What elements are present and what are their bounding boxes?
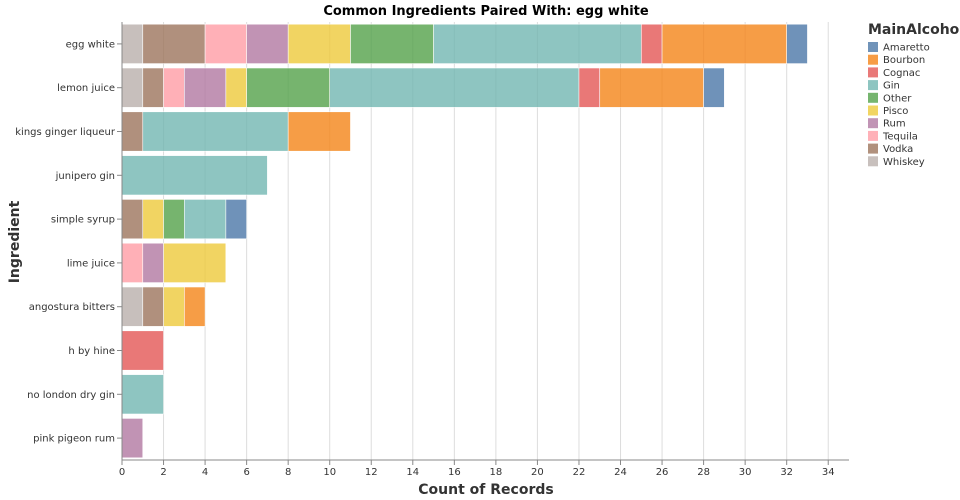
bar-segment-pisco [163,286,185,327]
legend-swatch-tequila [868,130,878,141]
y-tick-label: kings ginger liqueur [15,127,116,138]
bar-segment-vodka [142,67,164,108]
y-tick-label: junipero gin [55,171,115,182]
y-tick-label: lime juice [67,258,115,269]
y-tick-label: egg white [66,39,115,50]
bar-segment-pisco [163,242,227,283]
bar-segment-gin [329,67,580,108]
bar-segment-rum [121,418,144,459]
legend-swatch-pisco [868,105,878,116]
bar-segment-rum [142,242,164,283]
legend-label-amaretto: Amaretto [883,43,930,54]
bar-segment-other [350,23,434,64]
x-tick-label: 4 [202,467,208,478]
bar-segment-whiskey [121,23,144,64]
bar-segment-whiskey [121,67,144,108]
bar-segment-vodka [142,286,164,327]
bar-segment-tequila [204,23,247,64]
bar-segment-other [163,199,185,240]
bar-segment-vodka [121,111,144,152]
bar-segment-bourbon [599,67,704,108]
x-tick-label: 32 [780,467,793,478]
bar-segment-vodka [142,23,206,64]
legend-title: MainAlcohol [868,22,960,38]
x-tick-label: 8 [285,467,291,478]
bar-segment-rum [246,23,289,64]
x-tick-label: 30 [739,467,752,478]
x-tick-label: 14 [406,467,419,478]
bar-segment-bourbon [184,286,206,327]
bar-segment-cognac [640,23,663,64]
y-axis-title: Ingredient [7,200,23,283]
legend-swatch-vodka [868,143,878,154]
y-tick-label: pink pigeon rum [33,434,115,445]
legend-label-rum: Rum [883,119,906,130]
x-tick-label: 16 [448,467,461,478]
bar-segment-vodka [121,199,144,240]
bar-segment-rum [184,67,227,108]
bars [121,23,808,459]
y-tick-label: angostura bitters [29,302,115,313]
bar-segment-gin [142,111,289,152]
bar-segment-other [246,67,331,108]
legend-label-other: Other [883,93,912,104]
x-tick-label: 2 [160,467,166,478]
x-tick-label: 20 [531,467,544,478]
bar-segment-cognac [121,330,164,371]
y-tick-label: no london dry gin [27,390,115,401]
bar-segment-gin [121,155,268,196]
x-tick-label: 26 [656,467,669,478]
bar-segment-whiskey [121,286,144,327]
legend-swatch-whiskey [868,156,878,167]
legend-swatch-rum [868,118,878,129]
chart-title: Common Ingredients Paired With: egg whit… [323,4,649,19]
legend-label-gin: Gin [883,81,900,92]
bar-segment-gin [433,23,642,64]
y-tick-label: simple syrup [51,215,115,226]
legend-swatch-cognac [868,67,878,78]
bar-segment-bourbon [287,111,351,152]
legend-label-whiskey: Whiskey [883,157,925,168]
x-tick-label: 0 [119,467,125,478]
bar-segment-tequila [121,242,144,283]
bar-segment-tequila [163,67,185,108]
y-tick-label: h by hine [68,346,115,357]
legend-label-vodka: Vodka [883,144,913,155]
bar-segment-amaretto [703,67,725,108]
x-axis-title: Count of Records [418,482,553,498]
legend-swatch-other [868,92,878,103]
bar-segment-gin [121,374,164,415]
bar-segment-amaretto [225,199,247,240]
x-tick-label: 22 [573,467,586,478]
legend-swatch-amaretto [868,42,878,52]
x-tick-label: 24 [614,467,627,478]
bar-segment-pisco [287,23,351,64]
legend-label-tequila: Tequila [882,131,918,142]
legend-swatch-gin [868,80,878,91]
legend-label-cognac: Cognac [883,68,920,79]
legend-label-bourbon: Bourbon [883,55,925,66]
legend-label-pisco: Pisco [883,106,908,117]
bar-segment-cognac [578,67,601,108]
x-tick-label: 10 [323,467,336,478]
bar-segment-gin [184,199,227,240]
y-tick-label: lemon juice [57,83,115,94]
bar-segment-pisco [142,199,164,240]
x-tick-label: 34 [822,467,835,478]
bar-segment-bourbon [661,23,787,64]
bar-segment-amaretto [786,23,808,64]
bar-segment-pisco [225,67,247,108]
x-tick-label: 18 [490,467,503,478]
x-tick-label: 12 [365,467,378,478]
x-tick-label: 28 [697,467,710,478]
legend-swatch-bourbon [868,54,878,65]
x-tick-label: 6 [243,467,249,478]
